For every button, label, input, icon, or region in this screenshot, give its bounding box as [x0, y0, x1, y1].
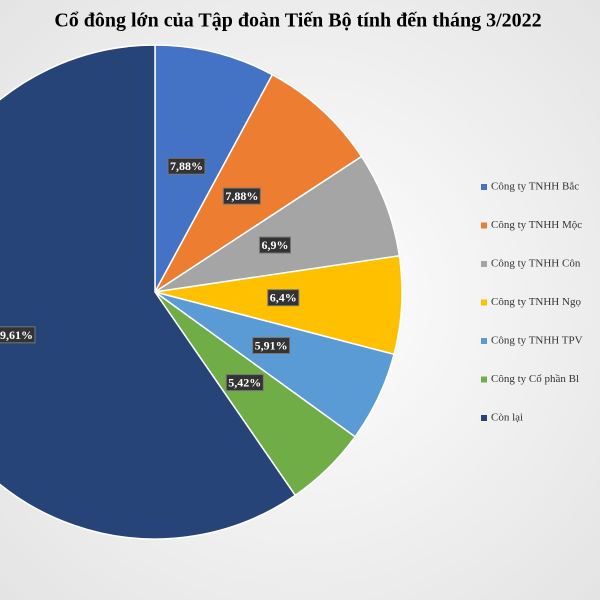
data-label: 5,42%: [228, 376, 261, 390]
data-label-box: [0, 326, 36, 344]
legend-label: Công ty TNHH Ngọ: [491, 296, 581, 308]
legend-label: Còn lại: [491, 412, 523, 424]
data-label-box: [259, 236, 292, 254]
data-label: 5,91%: [255, 339, 288, 353]
chart-title: Cổ đông lớn của Tập đoàn Tiến Bộ tính đế…: [54, 10, 541, 32]
pie-slice: [0, 44, 297, 540]
legend-swatch: [481, 261, 487, 267]
data-label-box: [252, 337, 291, 355]
legend-swatch: [481, 376, 487, 383]
data-label: 7,88%: [170, 159, 203, 173]
data-label-box: [225, 374, 264, 392]
legend-swatch: [481, 184, 487, 190]
plot: 7,88% 7,88% 6,9% 6,4% 5,91% 5,42% 59,61% Công t…: [0, 44, 583, 540]
legend-swatch: [481, 299, 487, 306]
data-label: 6,9%: [262, 238, 289, 252]
legend-label: Công ty TNHH Mộc: [491, 219, 582, 231]
legend-label: Công ty TNHH TPV: [491, 335, 583, 347]
legend-swatch: [481, 415, 487, 421]
data-label: 6,4%: [270, 291, 297, 305]
pie-slice: [154, 155, 401, 293]
data-label-box: [167, 157, 206, 175]
data-label: 59,61%: [0, 328, 33, 342]
data-label-box: [267, 289, 300, 307]
legend-label: Công ty TNHH Bắc: [491, 181, 579, 193]
pie-slice: [154, 73, 363, 293]
data-label-box: [222, 187, 261, 205]
data-label: 7,88%: [225, 189, 258, 203]
legend-swatch: [481, 222, 487, 229]
legend-label: Công ty Cổ phần Bl: [491, 373, 579, 385]
legend-swatch: [481, 338, 487, 344]
legend-label: Công ty TNHH Côn: [491, 258, 581, 270]
pie-slice: [154, 44, 274, 293]
